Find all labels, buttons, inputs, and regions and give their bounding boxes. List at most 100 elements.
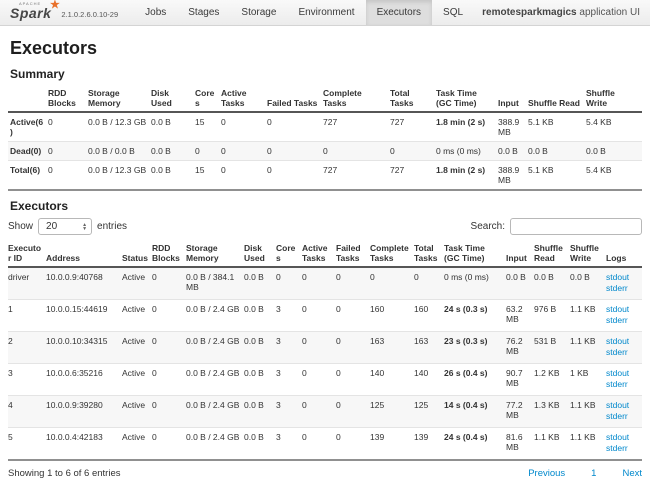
executor-cell: 1.1 KB xyxy=(570,335,596,346)
executors-col-header[interactable]: Failed Tasks xyxy=(336,241,370,268)
stderr-log-link[interactable]: stderr xyxy=(606,443,628,454)
show-label: Show xyxy=(8,221,34,232)
summary-row-label: Active(6) xyxy=(10,117,44,137)
pagination-1[interactable]: 1 xyxy=(591,467,597,479)
summary-cell: 0.0 B xyxy=(498,146,518,156)
nav-tab-link-stages[interactable]: Stages xyxy=(188,7,220,18)
stderr-log-link[interactable]: stderr xyxy=(606,379,628,390)
pagination-next[interactable]: Next xyxy=(622,467,642,479)
top-navbar: APACHE Spark ★ 2.1.0.2.6.0.10-29 Jobs Stage… xyxy=(0,0,650,26)
executor-cell: 24 s (0.4 s) xyxy=(444,431,488,442)
summary-cell: 0.0 B xyxy=(151,165,171,175)
executor-cell: 0 xyxy=(336,303,341,314)
stderr-log-link[interactable]: stderr xyxy=(606,411,628,422)
summary-cell: 5.1 KB xyxy=(528,165,554,175)
stdout-log-link[interactable]: stdout xyxy=(606,335,630,346)
executors-col-header[interactable]: Cores xyxy=(276,241,302,268)
summary-col-header[interactable]: Complete Tasks xyxy=(323,86,390,113)
summary-col-header[interactable]: Shuffle Read xyxy=(528,86,586,113)
application-name-suffix: application UI xyxy=(576,7,640,18)
executors-col-header[interactable]: Status xyxy=(122,241,152,268)
executors-col-header[interactable]: Disk Used xyxy=(244,241,276,268)
executor-cell: 0 xyxy=(336,399,341,410)
nav-tab-executors[interactable]: Executors xyxy=(365,0,433,25)
nav-tab-sql[interactable]: SQL xyxy=(432,0,474,25)
nav-tab-link-sql[interactable]: SQL xyxy=(443,7,464,18)
summary-col-header[interactable]: RDD Blocks xyxy=(48,86,88,113)
executor-cell: 3 xyxy=(276,367,281,378)
summary-cell: 15 xyxy=(195,165,205,175)
summary-row: Dead(0) 0 0.0 B / 0.0 B 0.0 B 0 0 0 0 0 0 ms (0 m… xyxy=(8,141,642,161)
summary-cell: 388.9 MB xyxy=(498,117,520,137)
executor-cell: 26 s (0.4 s) xyxy=(444,367,488,378)
executors-col-header[interactable]: Executor ID xyxy=(8,241,46,268)
executors-col-header[interactable]: Total Tasks xyxy=(414,241,444,268)
executor-cell: 23 s (0.3 s) xyxy=(444,335,488,346)
stdout-log-link[interactable]: stdout xyxy=(606,303,630,314)
nav-tab-link-environment[interactable]: Environment xyxy=(298,7,355,18)
executors-col-header[interactable]: Shuffle Write xyxy=(570,241,606,268)
executors-col-header[interactable]: Task Time (GC Time) xyxy=(444,241,506,268)
summary-table-body: Active(6) 0 0.0 B / 12.3 GB 0.0 B 15 0 0 727 727… xyxy=(8,112,642,190)
summary-col-header[interactable]: Cores xyxy=(195,86,221,113)
stderr-log-link[interactable]: stderr xyxy=(606,347,628,358)
pagination-previous[interactable]: Previous xyxy=(528,467,566,479)
nav-tab-environment[interactable]: Environment xyxy=(287,0,365,25)
summary-col-header[interactable]: Total Tasks xyxy=(390,86,436,113)
search-input[interactable] xyxy=(510,218,642,235)
stderr-log-link[interactable]: stderr xyxy=(606,283,628,294)
executor-cell: 160 xyxy=(370,303,385,314)
nav-tab-link-jobs[interactable]: Jobs xyxy=(145,7,167,18)
executor-cell: Active xyxy=(122,303,146,314)
executors-col-header[interactable]: Input xyxy=(506,241,534,268)
stdout-log-link[interactable]: stdout xyxy=(606,431,630,442)
executor-cell: 0.0 B / 2.4 GB xyxy=(186,303,240,314)
nav-tab-storage[interactable]: Storage xyxy=(230,0,287,25)
entries-label: entries xyxy=(97,221,128,232)
summary-row-label: Dead(0) xyxy=(10,146,42,156)
summary-col-header[interactable]: Disk Used xyxy=(151,86,195,113)
executor-cell: 0 xyxy=(414,272,419,282)
stdout-log-link[interactable]: stdout xyxy=(606,272,630,282)
executor-cell: 0 xyxy=(152,335,157,346)
table-footer: Showing 1 to 6 of 6 entries Previous 1 Nex… xyxy=(8,468,642,479)
executors-col-header[interactable]: Active Tasks xyxy=(302,241,336,268)
stdout-log-link[interactable]: stdout xyxy=(606,367,630,378)
summary-col-header[interactable] xyxy=(8,86,48,113)
executors-col-header[interactable]: Address xyxy=(46,241,122,268)
executors-col-header[interactable]: Storage Memory xyxy=(186,241,244,268)
executor-cell: 0.0 B / 2.4 GB xyxy=(186,399,240,410)
executors-table: Executor ID Address Status RDD Blocks Storag… xyxy=(8,241,642,461)
executor-cell: 0.0 B xyxy=(244,303,264,314)
stdout-log-link[interactable]: stdout xyxy=(606,399,630,410)
entries-select[interactable]: 20 ▲ ▼ xyxy=(38,218,93,235)
summary-col-header[interactable]: Task Time (GC Time) xyxy=(436,86,498,113)
executors-col-header[interactable]: Logs xyxy=(606,241,642,268)
executor-cell: 531 B xyxy=(534,335,557,346)
summary-col-header[interactable]: Input xyxy=(498,86,528,113)
executor-cell: 3 xyxy=(8,367,13,378)
nav-tab-jobs[interactable]: Jobs xyxy=(134,0,177,25)
executor-row: 4 10.0.0.9:39280 Active 0 0.0 B / 2.4 GB 0.0 … xyxy=(8,395,642,428)
executor-cell: 10.0.0.10:34315 xyxy=(46,335,108,346)
executor-cell: 125 xyxy=(414,399,429,410)
showing-entries-text: Showing 1 to 6 of 6 entries xyxy=(8,467,121,479)
executor-cell: Active xyxy=(122,431,146,442)
summary-cell: 15 xyxy=(195,117,205,127)
nav-tab-link-executors[interactable]: Executors xyxy=(365,0,433,25)
summary-col-header[interactable]: Failed Tasks xyxy=(267,86,323,113)
nav-tab-link-storage[interactable]: Storage xyxy=(241,7,277,18)
executor-cell: 0 xyxy=(302,335,307,346)
summary-col-header[interactable]: Active Tasks xyxy=(221,86,267,113)
summary-col-header[interactable]: Shuffle Write xyxy=(586,86,642,113)
executors-col-header[interactable]: Shuffle Read xyxy=(534,241,570,268)
summary-col-header[interactable]: Storage Memory xyxy=(88,86,151,113)
executors-col-header[interactable]: RDD Blocks xyxy=(152,241,186,268)
nav-tab-stages[interactable]: Stages xyxy=(177,0,230,25)
executor-cell: 3 xyxy=(276,303,281,314)
executor-cell: 0.0 B xyxy=(244,399,264,410)
stderr-log-link[interactable]: stderr xyxy=(606,315,628,326)
executor-cell: 10.0.0.6:35216 xyxy=(46,367,103,378)
executor-cell: 1 KB xyxy=(570,367,589,378)
executors-col-header[interactable]: Complete Tasks xyxy=(370,241,414,268)
